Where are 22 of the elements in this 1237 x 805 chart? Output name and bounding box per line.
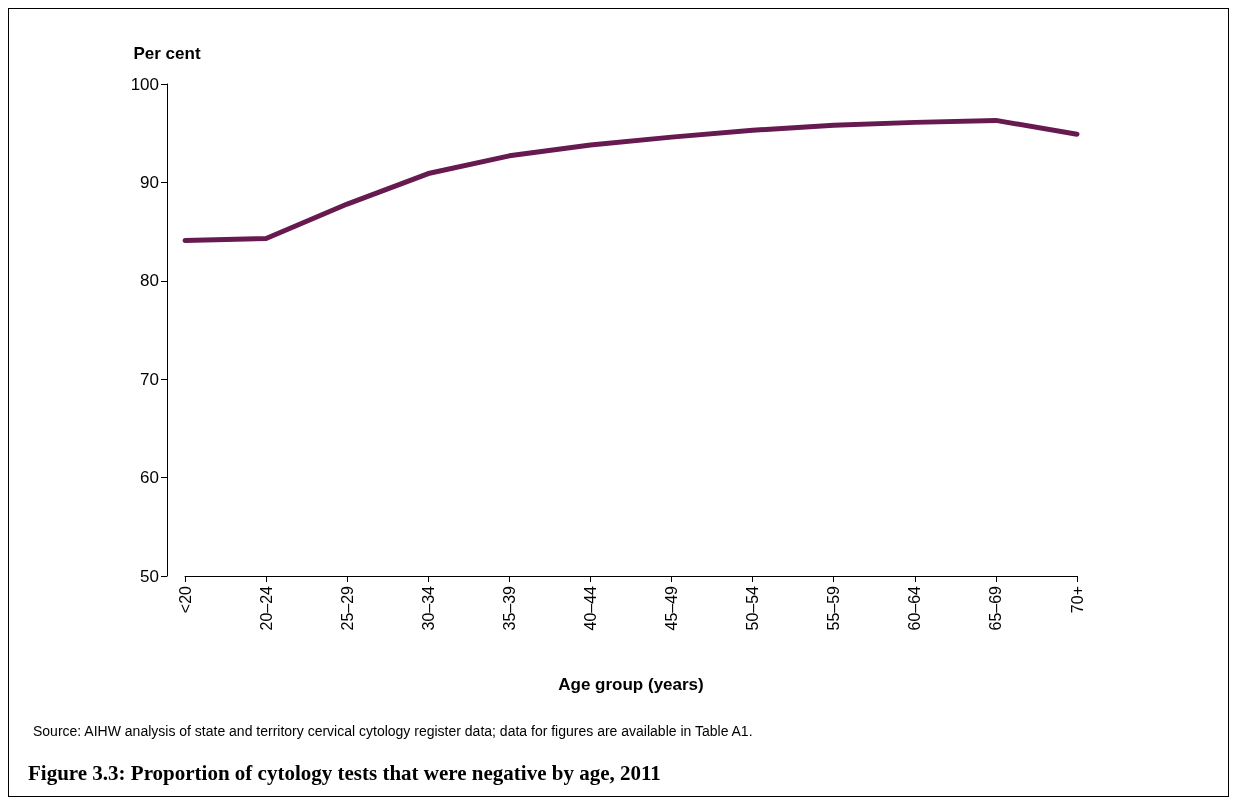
x-tick-label: <20 bbox=[176, 585, 194, 614]
x-tick-label: 35–39 bbox=[500, 585, 518, 631]
source-note: Source: AIHW analysis of state and territory cervical cytology register data; data for figures are available in Table A1. bbox=[33, 723, 753, 739]
x-tick-label: 50–54 bbox=[744, 585, 762, 631]
x-tick-label: 30–34 bbox=[419, 585, 437, 631]
x-tick-label: 60–64 bbox=[906, 585, 924, 631]
text: Figure 3.3: Proportion of cytology tests that were negative by age, 2011 bbox=[28, 760, 661, 785]
y-tick-label: 100 bbox=[130, 74, 159, 94]
x-tick-label: 40–44 bbox=[581, 585, 599, 631]
y-tick-label: 60 bbox=[140, 468, 159, 488]
x-axis-title: Age group (years) bbox=[558, 675, 704, 694]
x-tick-label: 20–24 bbox=[257, 585, 275, 631]
x-tick-label: 55–59 bbox=[825, 585, 843, 631]
x-tick-label: 25–29 bbox=[338, 585, 356, 631]
y-tick-label: 70 bbox=[140, 369, 159, 389]
x-tick-label: 70+ bbox=[1068, 586, 1086, 614]
y-axis-title: Per cent bbox=[133, 44, 201, 63]
y-tick-label: 90 bbox=[140, 172, 159, 192]
y-tick-label: 80 bbox=[140, 271, 159, 291]
y-tick-label: 50 bbox=[140, 566, 159, 586]
x-tick-label: 45–49 bbox=[663, 585, 681, 631]
x-tick-label: 65–69 bbox=[987, 585, 1005, 631]
